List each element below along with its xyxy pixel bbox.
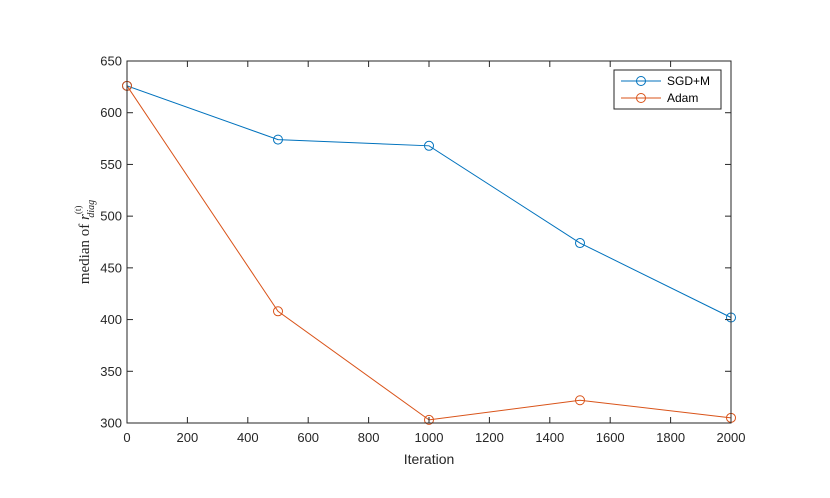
y-axis-label-symbol: r (77, 214, 93, 220)
y-tick-label: 350 (100, 364, 122, 379)
series-0-point-2 (424, 140, 434, 151)
x-tick-label: 400 (237, 430, 259, 445)
y-tick-label: 300 (100, 416, 122, 431)
y-tick-label: 400 (100, 312, 122, 327)
y-tick-label: 450 (100, 260, 122, 275)
y-axis-label: median of r(t) diag (73, 200, 97, 284)
x-tick-label: 1600 (596, 430, 625, 445)
series-0-point-3 (575, 238, 585, 249)
plot-area (127, 61, 731, 423)
series-layer (122, 80, 736, 425)
legend-marker-0 (636, 76, 646, 86)
y-tick-label: 650 (100, 54, 122, 69)
x-tick-label: 1200 (475, 430, 504, 445)
x-tick-label: 0 (123, 430, 130, 445)
y-axis-label-subscript: diag (86, 200, 97, 218)
legend-label-1: Adam (667, 91, 698, 105)
y-axis-label-superscript: (t) (73, 206, 83, 215)
y-tick-label: 550 (100, 157, 122, 172)
x-tick-label: 800 (358, 430, 380, 445)
series-1-point-2 (424, 414, 434, 425)
series-0-point-1 (273, 134, 283, 145)
x-tick-label: 600 (297, 430, 319, 445)
legend: SGD+M Adam (613, 69, 722, 110)
y-tick-label: 500 (100, 209, 122, 224)
x-tick-label: 1000 (415, 430, 444, 445)
legend-marker-1 (636, 93, 646, 103)
series-line-0 (126, 85, 732, 318)
y-axis-label-prefix: median of (77, 220, 93, 284)
x-tick-label: 1400 (535, 430, 564, 445)
x-tick-label: 2000 (717, 430, 746, 445)
x-tick-label: 200 (177, 430, 199, 445)
series-1-point-3 (575, 395, 585, 406)
axes-layer: 0 200 400 600 800 1000 1200 1400 1600 1800 2000 300… (100, 54, 745, 446)
x-tick-label: 1800 (656, 430, 685, 445)
legend-label-0: SGD+M (667, 74, 710, 88)
legend-box (613, 69, 722, 110)
x-axis-label: Iteration (404, 451, 455, 467)
y-tick-label: 600 (100, 105, 122, 120)
series-1-point-1 (273, 306, 283, 317)
